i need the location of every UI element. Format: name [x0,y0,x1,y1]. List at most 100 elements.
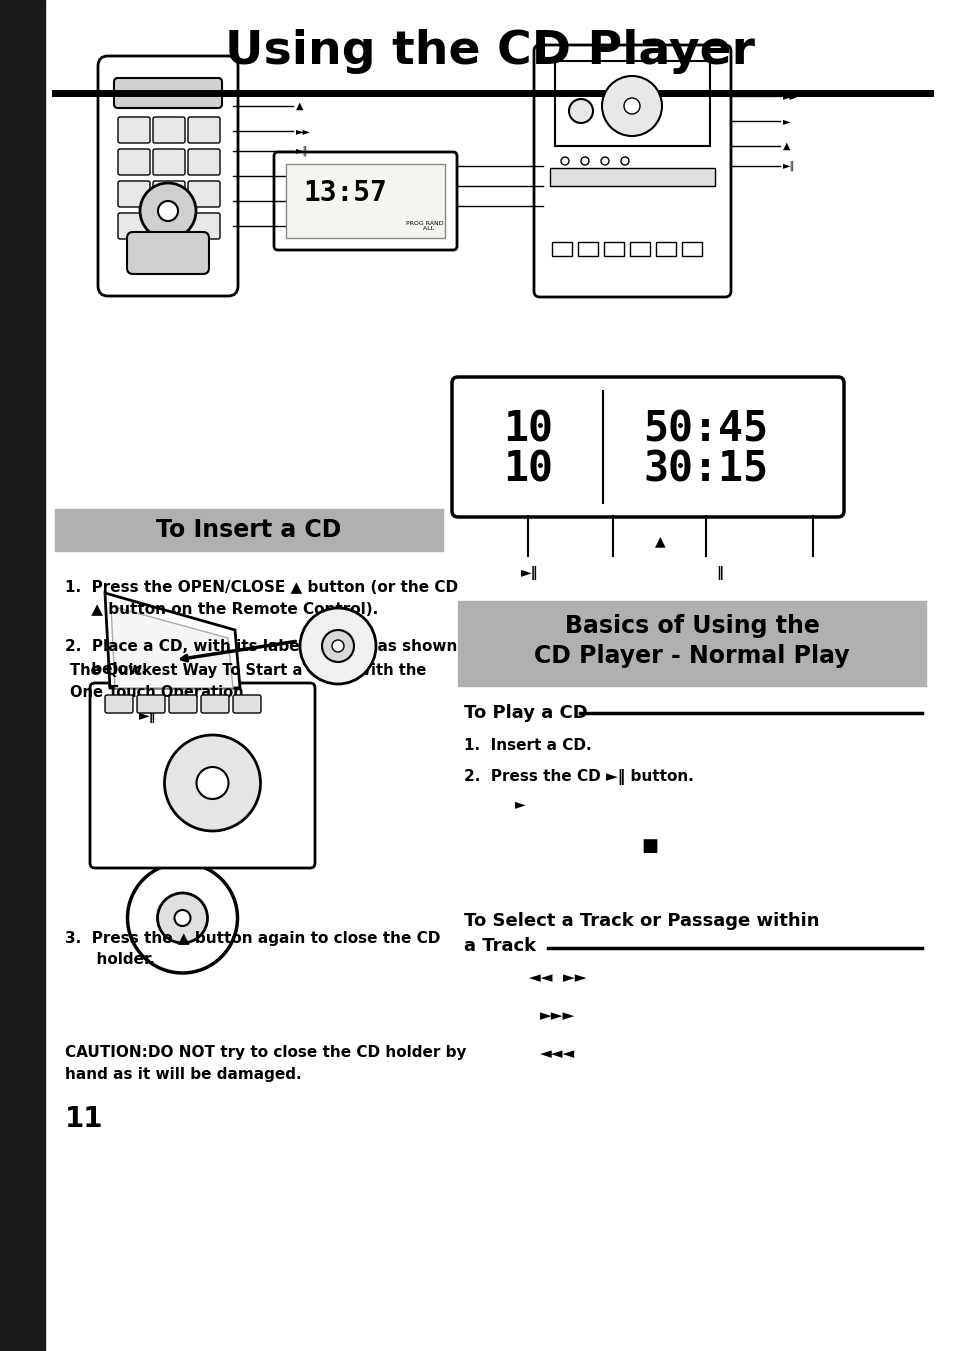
Circle shape [600,157,608,165]
Bar [681,242,701,255]
Text: ►: ► [782,116,790,126]
Bar [0,0,45,1351]
FancyBboxPatch shape [188,118,220,143]
Text: CAUTION:DO NOT try to close the CD holder by: CAUTION:DO NOT try to close the CD holde… [65,1046,466,1061]
Text: To Select a Track or Passage within: To Select a Track or Passage within [463,912,819,929]
Circle shape [299,608,375,684]
Text: CD Player - Normal Play: CD Player - Normal Play [534,644,849,669]
Text: ►‖: ►‖ [520,566,538,580]
FancyBboxPatch shape [188,181,220,207]
Text: 50:45: 50:45 [643,408,768,450]
Text: ▲: ▲ [782,141,790,151]
Text: ◄◄: ◄◄ [295,222,311,231]
Text: One Touch Operation: One Touch Operation [70,685,243,701]
Text: JVC: JVC [157,78,178,89]
Text: ■: ■ [295,172,305,181]
Text: 1.  Insert a CD.: 1. Insert a CD. [463,739,591,754]
FancyBboxPatch shape [118,118,150,143]
Bar [286,163,444,238]
Text: ◄◄  ►►: ◄◄ ►► [529,970,586,985]
Text: ▲: ▲ [654,534,664,549]
Text: Using the CD Player: Using the CD Player [225,28,754,73]
FancyBboxPatch shape [452,377,843,517]
Text: ►►: ►► [295,126,311,136]
FancyBboxPatch shape [113,78,222,108]
Circle shape [568,99,593,123]
Circle shape [322,630,354,662]
Text: ►‖: ►‖ [295,146,308,157]
Text: Basics of Using the: Basics of Using the [564,615,819,639]
Circle shape [164,735,260,831]
Text: 30:15: 30:15 [643,449,768,490]
Text: 3.  Press the ▲ button again to close the CD: 3. Press the ▲ button again to close the… [65,931,440,946]
Bar [656,242,676,255]
Polygon shape [111,607,233,688]
Text: 10: 10 [502,408,553,450]
Bar [55,509,442,551]
Text: The Quickest Way To Start a CD Is With the: The Quickest Way To Start a CD Is With t… [70,663,426,678]
Circle shape [158,201,178,222]
Circle shape [332,640,344,653]
FancyBboxPatch shape [152,181,185,207]
Text: holder.: holder. [65,952,154,967]
Bar [578,242,598,255]
Text: 2.  Place a CD, with its label side up as shown: 2. Place a CD, with its label side up as… [65,639,456,654]
Text: ◄◄◄: ◄◄◄ [539,1047,575,1062]
FancyBboxPatch shape [118,213,150,239]
Text: a Track: a Track [463,938,536,955]
Text: ►: ► [515,797,525,811]
Bar [555,61,709,146]
FancyBboxPatch shape [98,55,237,296]
Text: 13:57: 13:57 [303,178,387,207]
Text: To Insert a CD: To Insert a CD [156,517,341,542]
Text: PROG RAND
    ALL: PROG RAND ALL [406,220,443,231]
FancyBboxPatch shape [152,118,185,143]
FancyBboxPatch shape [118,149,150,176]
Bar [603,242,623,255]
Circle shape [140,182,195,239]
Text: ►‖: ►‖ [782,161,795,172]
Circle shape [560,157,568,165]
Circle shape [196,767,229,798]
Text: 2.  Press the CD ►‖ button.: 2. Press the CD ►‖ button. [463,769,693,785]
FancyBboxPatch shape [90,684,314,867]
Text: ‖: ‖ [716,566,722,580]
Text: ►►: ►► [782,91,797,101]
FancyBboxPatch shape [152,213,185,239]
FancyBboxPatch shape [201,694,229,713]
Text: 11: 11 [65,1105,103,1133]
Text: ▲ button on the Remote Control).: ▲ button on the Remote Control). [65,601,377,616]
FancyBboxPatch shape [188,213,220,239]
Bar [550,168,714,186]
FancyBboxPatch shape [188,149,220,176]
FancyBboxPatch shape [118,181,150,207]
Bar [629,242,649,255]
Circle shape [601,76,661,136]
Text: hand as it will be damaged.: hand as it will be damaged. [65,1067,301,1082]
Text: below.: below. [65,662,147,677]
FancyBboxPatch shape [534,45,730,297]
Text: ▲: ▲ [295,101,303,111]
Text: 10: 10 [502,449,553,490]
Text: 1.  Press the OPEN/CLOSE ▲ button (or the CD: 1. Press the OPEN/CLOSE ▲ button (or the… [65,580,457,594]
Text: ►‖: ►‖ [139,709,156,723]
Text: ►►►: ►►► [539,1008,575,1024]
FancyBboxPatch shape [137,694,165,713]
FancyBboxPatch shape [233,694,261,713]
Bar [552,242,572,255]
Circle shape [620,157,628,165]
Circle shape [623,99,639,113]
FancyBboxPatch shape [127,232,209,274]
Circle shape [128,863,237,973]
Circle shape [580,157,588,165]
Text: ►: ► [295,196,303,205]
FancyBboxPatch shape [169,694,196,713]
Polygon shape [105,593,240,688]
FancyBboxPatch shape [105,694,132,713]
FancyBboxPatch shape [152,149,185,176]
Text: To Play a CD: To Play a CD [463,704,587,721]
Circle shape [157,893,208,943]
Circle shape [174,911,191,925]
FancyBboxPatch shape [274,153,456,250]
Bar [457,601,925,686]
